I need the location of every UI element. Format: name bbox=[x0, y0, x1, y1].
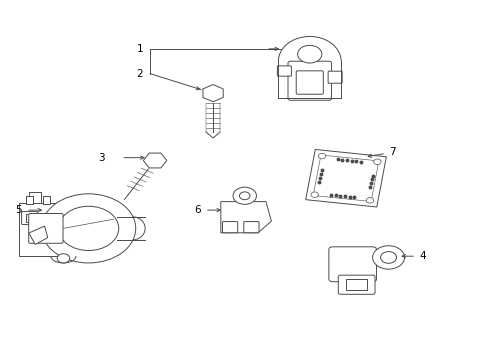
Circle shape bbox=[239, 192, 249, 200]
Circle shape bbox=[41, 194, 136, 263]
Text: 5: 5 bbox=[16, 205, 22, 215]
Text: 2: 2 bbox=[136, 69, 142, 79]
FancyBboxPatch shape bbox=[26, 196, 33, 204]
FancyBboxPatch shape bbox=[277, 66, 291, 76]
FancyBboxPatch shape bbox=[327, 71, 342, 83]
FancyBboxPatch shape bbox=[244, 221, 259, 233]
Circle shape bbox=[366, 198, 373, 203]
Circle shape bbox=[372, 246, 404, 269]
Circle shape bbox=[373, 159, 380, 165]
FancyBboxPatch shape bbox=[20, 203, 73, 256]
FancyBboxPatch shape bbox=[42, 196, 50, 204]
Text: 6: 6 bbox=[194, 205, 201, 215]
FancyBboxPatch shape bbox=[346, 279, 366, 290]
Text: 7: 7 bbox=[389, 147, 395, 157]
FancyBboxPatch shape bbox=[29, 213, 63, 243]
Circle shape bbox=[297, 45, 321, 63]
FancyBboxPatch shape bbox=[287, 61, 331, 100]
Text: 1: 1 bbox=[136, 44, 142, 54]
Circle shape bbox=[310, 192, 318, 197]
FancyBboxPatch shape bbox=[222, 221, 237, 233]
FancyBboxPatch shape bbox=[296, 71, 323, 94]
Circle shape bbox=[318, 153, 325, 159]
Polygon shape bbox=[305, 149, 386, 207]
FancyBboxPatch shape bbox=[26, 214, 34, 222]
Polygon shape bbox=[143, 153, 166, 168]
Circle shape bbox=[57, 254, 70, 263]
Polygon shape bbox=[29, 226, 48, 244]
FancyBboxPatch shape bbox=[29, 192, 41, 203]
FancyBboxPatch shape bbox=[21, 212, 37, 225]
Polygon shape bbox=[312, 155, 378, 202]
FancyBboxPatch shape bbox=[338, 275, 374, 294]
Polygon shape bbox=[221, 202, 271, 233]
Circle shape bbox=[58, 206, 119, 251]
Text: 4: 4 bbox=[419, 251, 425, 261]
Circle shape bbox=[233, 187, 256, 204]
Circle shape bbox=[380, 252, 396, 263]
Text: 3: 3 bbox=[98, 153, 104, 163]
Polygon shape bbox=[203, 85, 223, 102]
FancyBboxPatch shape bbox=[328, 247, 376, 282]
